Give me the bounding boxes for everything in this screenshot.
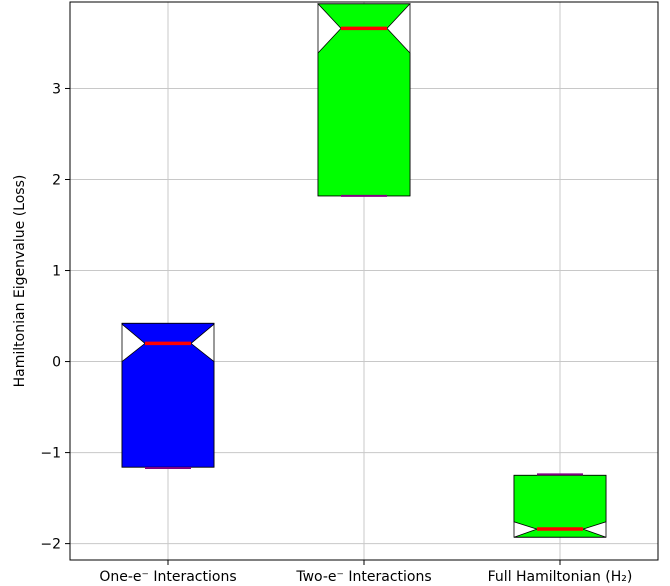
y-tick-label: 1 xyxy=(52,264,61,280)
box-group xyxy=(317,3,411,197)
y-axis-ticks: −2 −1 0 1 2 3 xyxy=(40,81,70,553)
boxes xyxy=(121,3,607,538)
y-tick-label: 0 xyxy=(52,355,61,371)
y-axis-label: Hamiltonian Eigenvalue (Loss) xyxy=(12,175,28,388)
y-tick-label: 2 xyxy=(52,173,61,189)
x-tick-label: One-e⁻ Interactions xyxy=(99,569,236,585)
box-body xyxy=(513,474,607,538)
box-group xyxy=(513,473,607,538)
x-tick-label: Full Hamiltonian (H₂) xyxy=(488,569,633,585)
y-tick-label: 3 xyxy=(52,81,61,97)
x-tick-label: Two-e⁻ Interactions xyxy=(295,569,431,585)
x-axis-ticks: One-e⁻ Interactions Two-e⁻ Interactions Fu… xyxy=(99,560,632,585)
y-tick-label: −2 xyxy=(40,537,61,553)
y-tick-label: −1 xyxy=(40,446,61,462)
box-body xyxy=(121,322,215,468)
box-group xyxy=(121,322,215,470)
box-body xyxy=(317,3,411,197)
